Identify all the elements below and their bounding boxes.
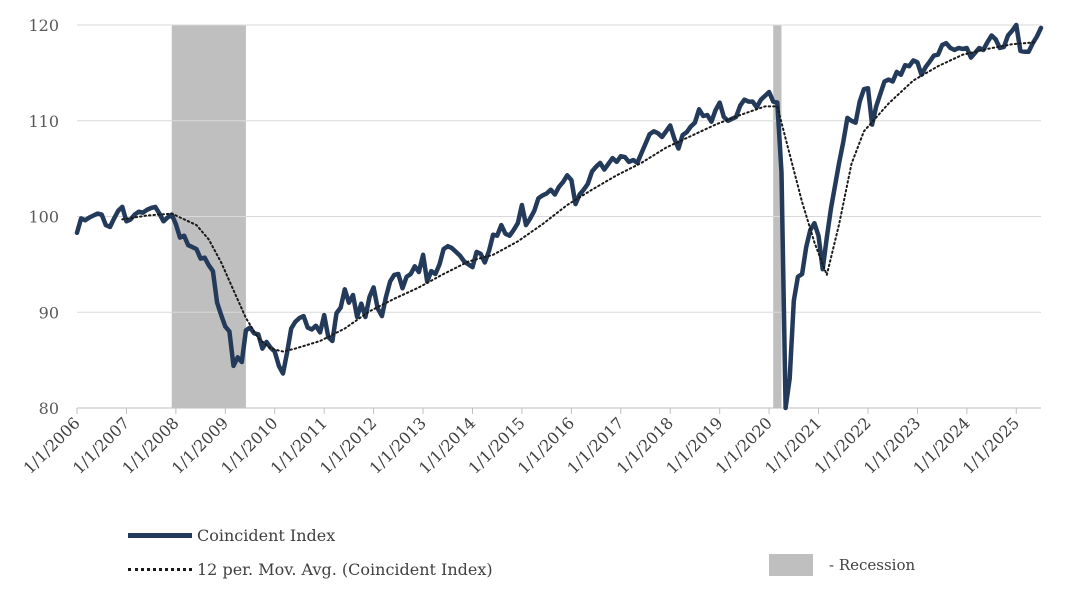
legend-recession: - Recession [769, 554, 915, 576]
coincident-index-line [74, 22, 1044, 411]
legend-recession-label: - Recession [829, 556, 916, 574]
legend-solid-swatch [128, 533, 192, 538]
legend-coincident-index: Coincident Index [128, 526, 335, 545]
x-axis [76, 407, 1041, 414]
y-tick-label: 100 [28, 208, 59, 227]
legend-moving-average-label: 12 per. Mov. Avg. (Coincident Index) [197, 560, 493, 579]
horizontal-gridlines [77, 24, 1041, 313]
y-tick-label: 110 [28, 112, 59, 131]
x-axis-tick-labels: 1/1/20061/1/20071/1/20081/1/20091/1/2010… [20, 413, 1024, 477]
legend-recession-swatch [769, 554, 813, 576]
series-lines [74, 22, 1044, 411]
y-tick-label: 80 [39, 399, 59, 418]
y-tick-label: 120 [28, 16, 59, 35]
y-axis-tick-labels: 80 90 100 110 120 [28, 16, 59, 418]
moving-average-line [121, 41, 1038, 353]
legend-dotted-swatch [128, 568, 192, 571]
legend-moving-average: 12 per. Mov. Avg. (Coincident Index) [128, 560, 493, 579]
legend-coincident-index-label: Coincident Index [197, 526, 336, 545]
y-tick-label: 90 [39, 303, 59, 322]
